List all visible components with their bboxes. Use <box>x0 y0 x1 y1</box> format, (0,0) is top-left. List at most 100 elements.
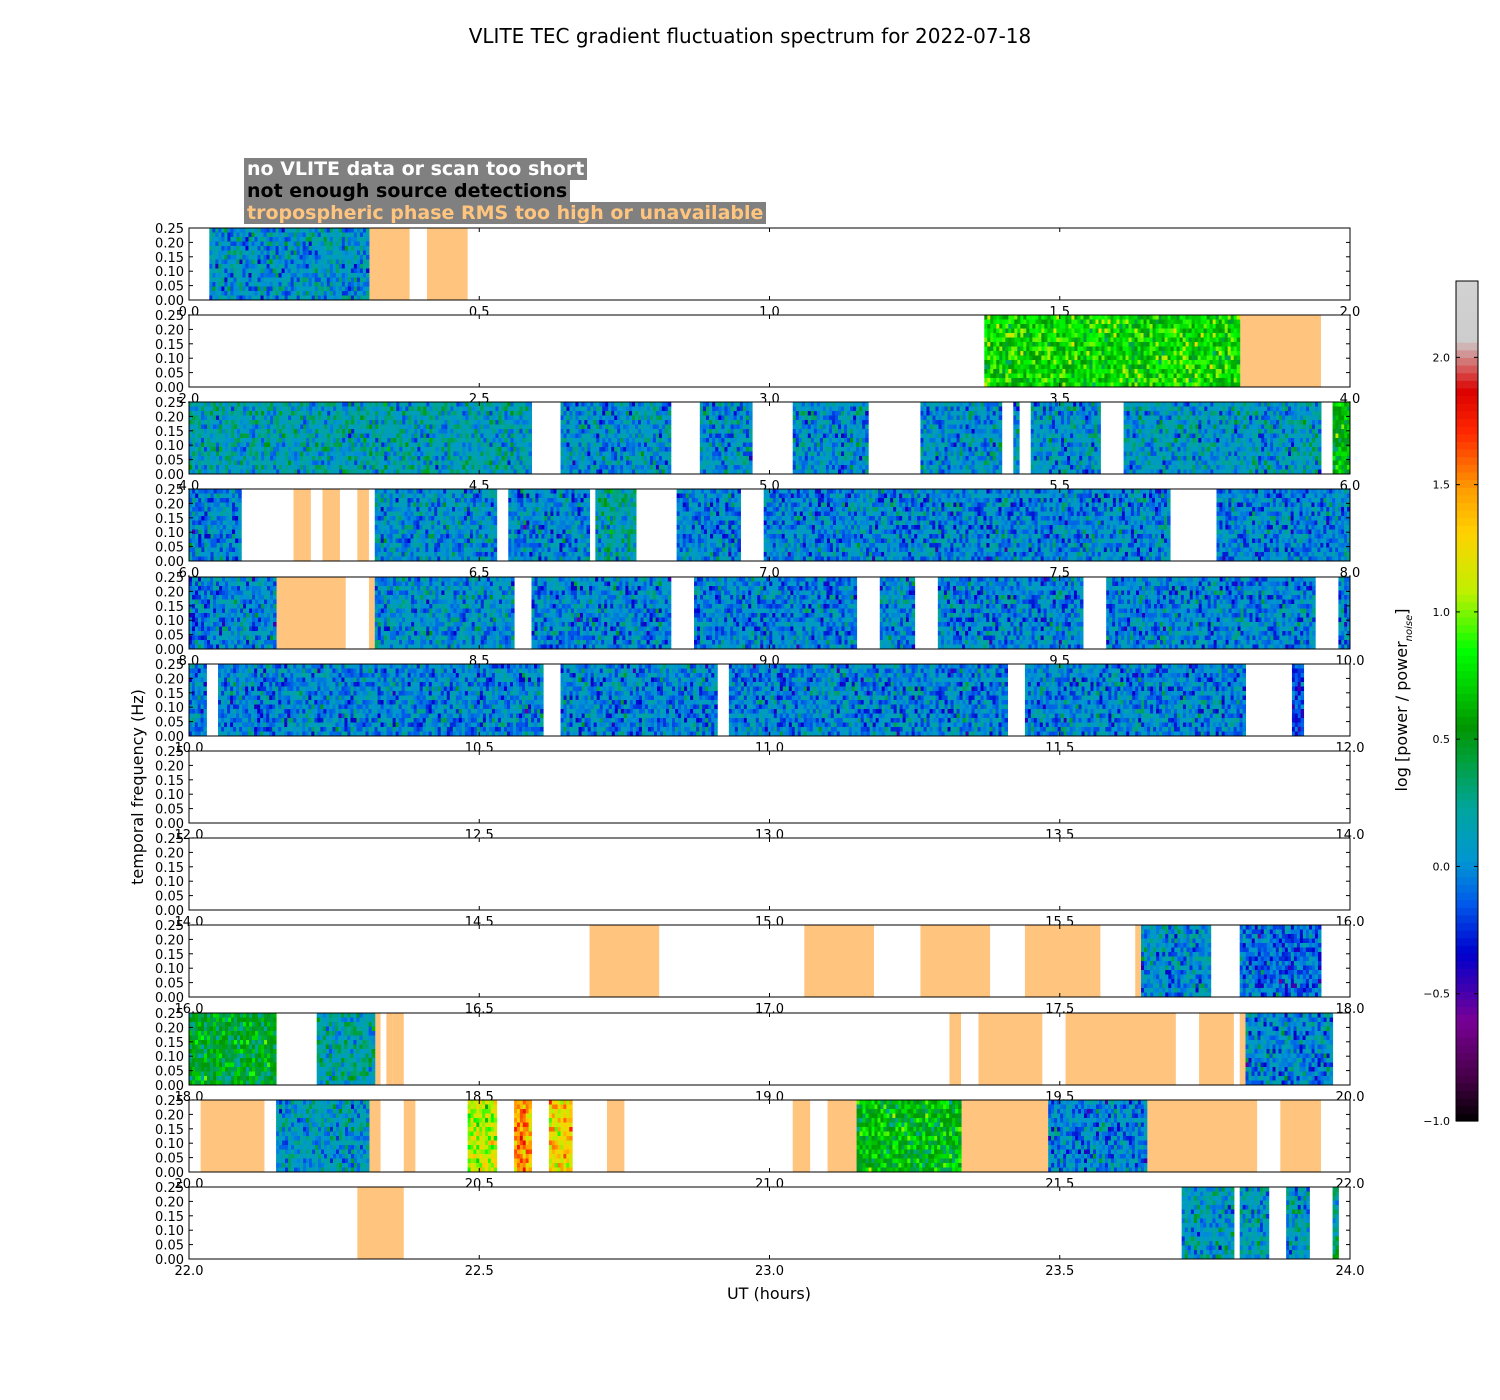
colorbar-label-main: log [power / power <box>1392 641 1411 792</box>
y-tick-label: 0.15 <box>155 774 184 789</box>
spectrum-segment <box>937 577 1084 650</box>
colorbar-step <box>1456 395 1478 404</box>
colorbar-step <box>1456 624 1478 633</box>
y-tick-label: 0.00 <box>155 555 184 570</box>
colorbar-step <box>1456 853 1478 862</box>
legend-tropospheric-rms: tropospheric phase RMS too high or unava… <box>244 202 767 224</box>
y-tick-label: 0.05 <box>155 977 184 992</box>
x-tick-label: 22.5 <box>465 1264 494 1279</box>
colorbar-step <box>1456 617 1478 626</box>
spectrum-segment <box>792 402 869 475</box>
y-axis-label: temporal frequency (Hz) <box>128 689 147 885</box>
colorbar-step <box>1456 357 1478 366</box>
colorbar-step <box>1456 410 1478 420</box>
flagged-interval <box>920 925 991 997</box>
y-tick-label: 0.25 <box>155 745 184 760</box>
colorbar-step <box>1456 991 1478 1000</box>
colorbar-step <box>1456 1006 1478 1015</box>
spectrum-segment <box>1332 1187 1339 1260</box>
y-tick-label: 0.05 <box>155 1152 184 1167</box>
y-tick-label: 0.20 <box>155 672 184 687</box>
spectrum-segment <box>1030 402 1101 475</box>
colorbar-step <box>1456 1059 1478 1069</box>
colorbar-step <box>1456 998 1478 1008</box>
y-tick-label: 0.05 <box>155 541 184 556</box>
colorbar-step <box>1456 975 1478 985</box>
colorbar-step <box>1456 655 1478 664</box>
colorbar-step <box>1456 914 1478 924</box>
chart-title: VLITE TEC gradient fluctuation spectrum … <box>469 24 1032 48</box>
flagged-interval <box>322 489 340 561</box>
spectrum-segment <box>1338 577 1351 650</box>
colorbar-step <box>1456 456 1478 465</box>
y-tick-label: 0.15 <box>155 338 184 353</box>
colorbar-step <box>1456 563 1478 572</box>
colorbar-step <box>1456 1029 1478 1038</box>
y-tick-label: 0.05 <box>155 280 184 295</box>
colorbar-tick-label: 2.0 <box>1433 351 1451 364</box>
spectrum-segment <box>984 315 1241 388</box>
colorbar-step <box>1456 678 1478 687</box>
y-tick-label: 0.15 <box>155 251 184 266</box>
spectrum-segment <box>694 577 858 650</box>
spectrum-segment <box>1141 925 1212 998</box>
colorbar-step <box>1456 830 1478 840</box>
flagged-interval <box>200 1100 265 1172</box>
y-tick-label: 0.25 <box>155 1007 184 1022</box>
y-tick-label: 0.00 <box>155 468 184 483</box>
colorbar-step <box>1456 449 1478 458</box>
panels-group: 0.000.050.100.150.200.250.0 0.5 1.0 1.5 2.00… <box>155 222 1364 1279</box>
flagged-interval <box>1146 1100 1258 1172</box>
spectrum-segment <box>374 489 498 562</box>
y-tick-label: 0.15 <box>155 600 184 615</box>
colorbar-step <box>1456 594 1478 603</box>
y-tick-label: 0.20 <box>155 759 184 774</box>
y-tick-label: 0.05 <box>155 367 184 382</box>
colorbar-step <box>1456 372 1478 381</box>
flagged-interval <box>293 489 311 561</box>
colorbar-step <box>1456 861 1478 870</box>
y-tick-label: 0.05 <box>155 890 184 905</box>
colorbar-step <box>1456 311 1478 320</box>
panel-background <box>189 838 1350 910</box>
flagged-interval <box>1065 1013 1176 1085</box>
spectrum-segment <box>1013 402 1020 475</box>
colorbar-step <box>1456 701 1478 710</box>
y-tick-label: 0.00 <box>155 1253 184 1268</box>
colorbar-step <box>1456 334 1478 343</box>
y-tick-label: 0.00 <box>155 381 184 396</box>
x-axis-label: UT (hours) <box>727 1284 811 1303</box>
spectrum-segment <box>531 577 672 650</box>
colorbar-step <box>1456 426 1478 435</box>
y-tick-label: 0.10 <box>155 788 184 803</box>
spectrum-segment <box>676 489 741 562</box>
colorbar-label: log [power / powernoise] <box>1392 608 1415 791</box>
colorbar-step <box>1456 601 1478 610</box>
y-tick-label: 0.15 <box>155 687 184 702</box>
colorbar-step <box>1456 387 1478 397</box>
colorbar-label-end: ] <box>1392 608 1411 614</box>
colorbar-step <box>1456 533 1478 542</box>
colorbar-frame <box>1455 280 1479 1122</box>
spectrum-segment <box>699 402 753 475</box>
flagged-interval <box>276 577 346 649</box>
spectrum-segment <box>1239 925 1322 998</box>
colorbar-step <box>1456 1082 1478 1092</box>
colorbar-step <box>1456 609 1478 618</box>
spectrum-segment <box>189 664 207 737</box>
flagged-interval <box>1024 925 1101 997</box>
colorbar-tick-label: −1.0 <box>1423 1115 1450 1128</box>
colorbar-step <box>1456 540 1478 549</box>
flagged-interval <box>1239 1013 1246 1085</box>
colorbar-step <box>1456 487 1478 496</box>
spectrum-segment <box>189 577 277 650</box>
y-tick-label: 0.05 <box>155 803 184 818</box>
colorbar-step <box>1456 342 1478 351</box>
y-tick-label: 0.20 <box>155 236 184 251</box>
y-tick-label: 0.20 <box>155 323 184 338</box>
flagged-interval <box>792 1100 811 1172</box>
colorbar-step <box>1456 441 1478 450</box>
y-tick-label: 0.00 <box>155 991 184 1006</box>
colorbar-step <box>1456 670 1478 679</box>
colorbar-tick-label: 1.5 <box>1433 479 1451 492</box>
